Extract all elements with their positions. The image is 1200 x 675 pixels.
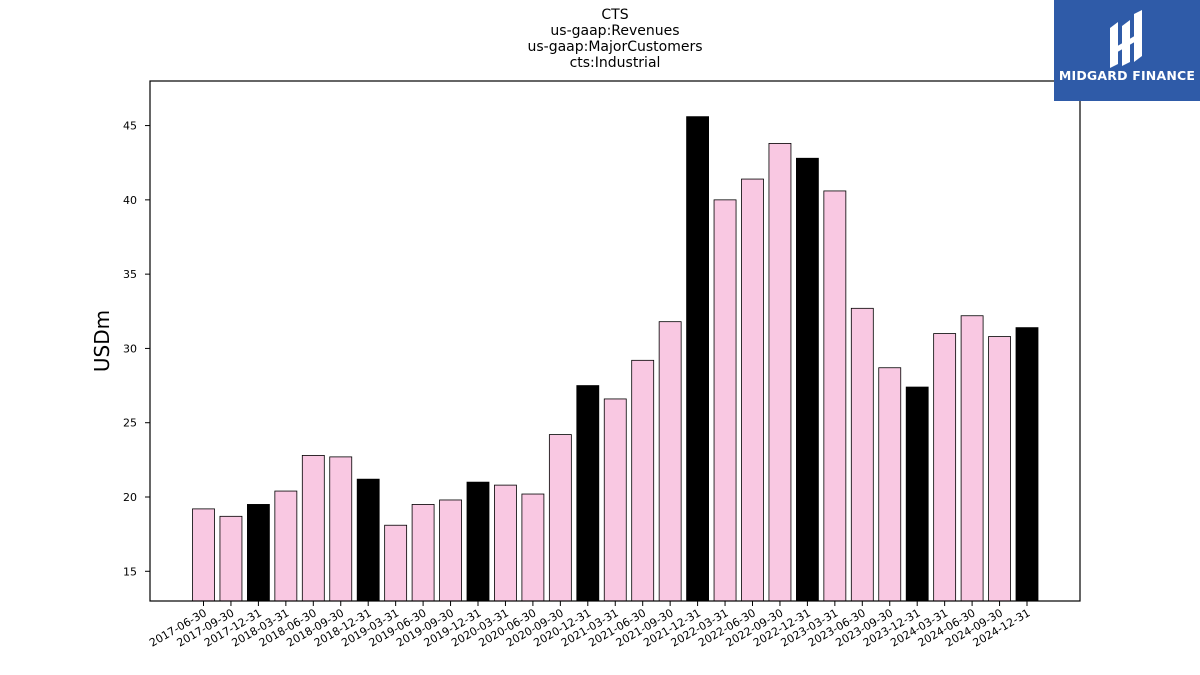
bar-2023-06-30 [850, 307, 874, 602]
bar-2017-06-30 [192, 508, 215, 602]
bar-2021-06-30 [631, 359, 655, 602]
bar-2017-09-30 [219, 515, 243, 602]
logo: MIDGARD FINANCE [1054, 0, 1200, 101]
bar-2018-06-30 [301, 454, 325, 602]
logo-mark-icon [1110, 10, 1142, 68]
title-line-4: cts:Industrial [569, 55, 661, 71]
bar-2024-12-31 [1015, 327, 1039, 602]
bar-2019-03-31 [384, 524, 408, 602]
y-tick-label-20: 20 [123, 491, 137, 504]
title-line-3: us-gaap:MajorCustomers [527, 39, 703, 55]
title-line-1: CTS [601, 7, 629, 23]
bar-2019-09-30 [439, 499, 462, 602]
bar-2019-06-30 [411, 504, 435, 602]
y-tick-label-45: 45 [123, 120, 137, 133]
y-axis-label: USDm [90, 310, 114, 372]
bar-2022-03-31 [713, 199, 737, 602]
y-tick-label-30: 30 [123, 342, 137, 355]
bar-2024-09-30 [988, 336, 1011, 602]
bar-2020-12-31 [576, 385, 600, 602]
logo-text: MIDGARD FINANCE [1058, 68, 1196, 83]
bar-2023-12-31 [905, 386, 929, 602]
y-tick-label-25: 25 [123, 417, 137, 430]
y-tick-label-15: 15 [123, 565, 137, 578]
bar-2018-12-31 [356, 478, 380, 602]
bar-2018-03-31 [274, 490, 298, 602]
bar-2018-09-30 [329, 456, 353, 602]
y-tick-label-35: 35 [123, 268, 137, 281]
bar-2024-06-30 [960, 315, 984, 602]
bar-2023-09-30 [878, 367, 902, 602]
bar-2021-12-31 [686, 116, 709, 602]
y-tick-label-40: 40 [123, 194, 137, 207]
bar-2023-03-31 [823, 190, 847, 602]
bar-2020-03-31 [494, 484, 517, 602]
bar-2022-06-30 [741, 178, 764, 602]
bar-2022-09-30 [768, 142, 792, 602]
bar-2019-12-31 [466, 481, 490, 602]
bar-2022-12-31 [796, 157, 819, 602]
bar-2021-03-31 [603, 398, 627, 602]
title-line-2: us-gaap:Revenues [550, 23, 680, 39]
bar-2021-09-30 [658, 321, 682, 602]
bar-2020-09-30 [548, 434, 572, 602]
bar-2020-06-30 [521, 493, 545, 602]
bar-2017-12-31 [246, 504, 270, 602]
bar-2024-03-31 [933, 333, 957, 602]
